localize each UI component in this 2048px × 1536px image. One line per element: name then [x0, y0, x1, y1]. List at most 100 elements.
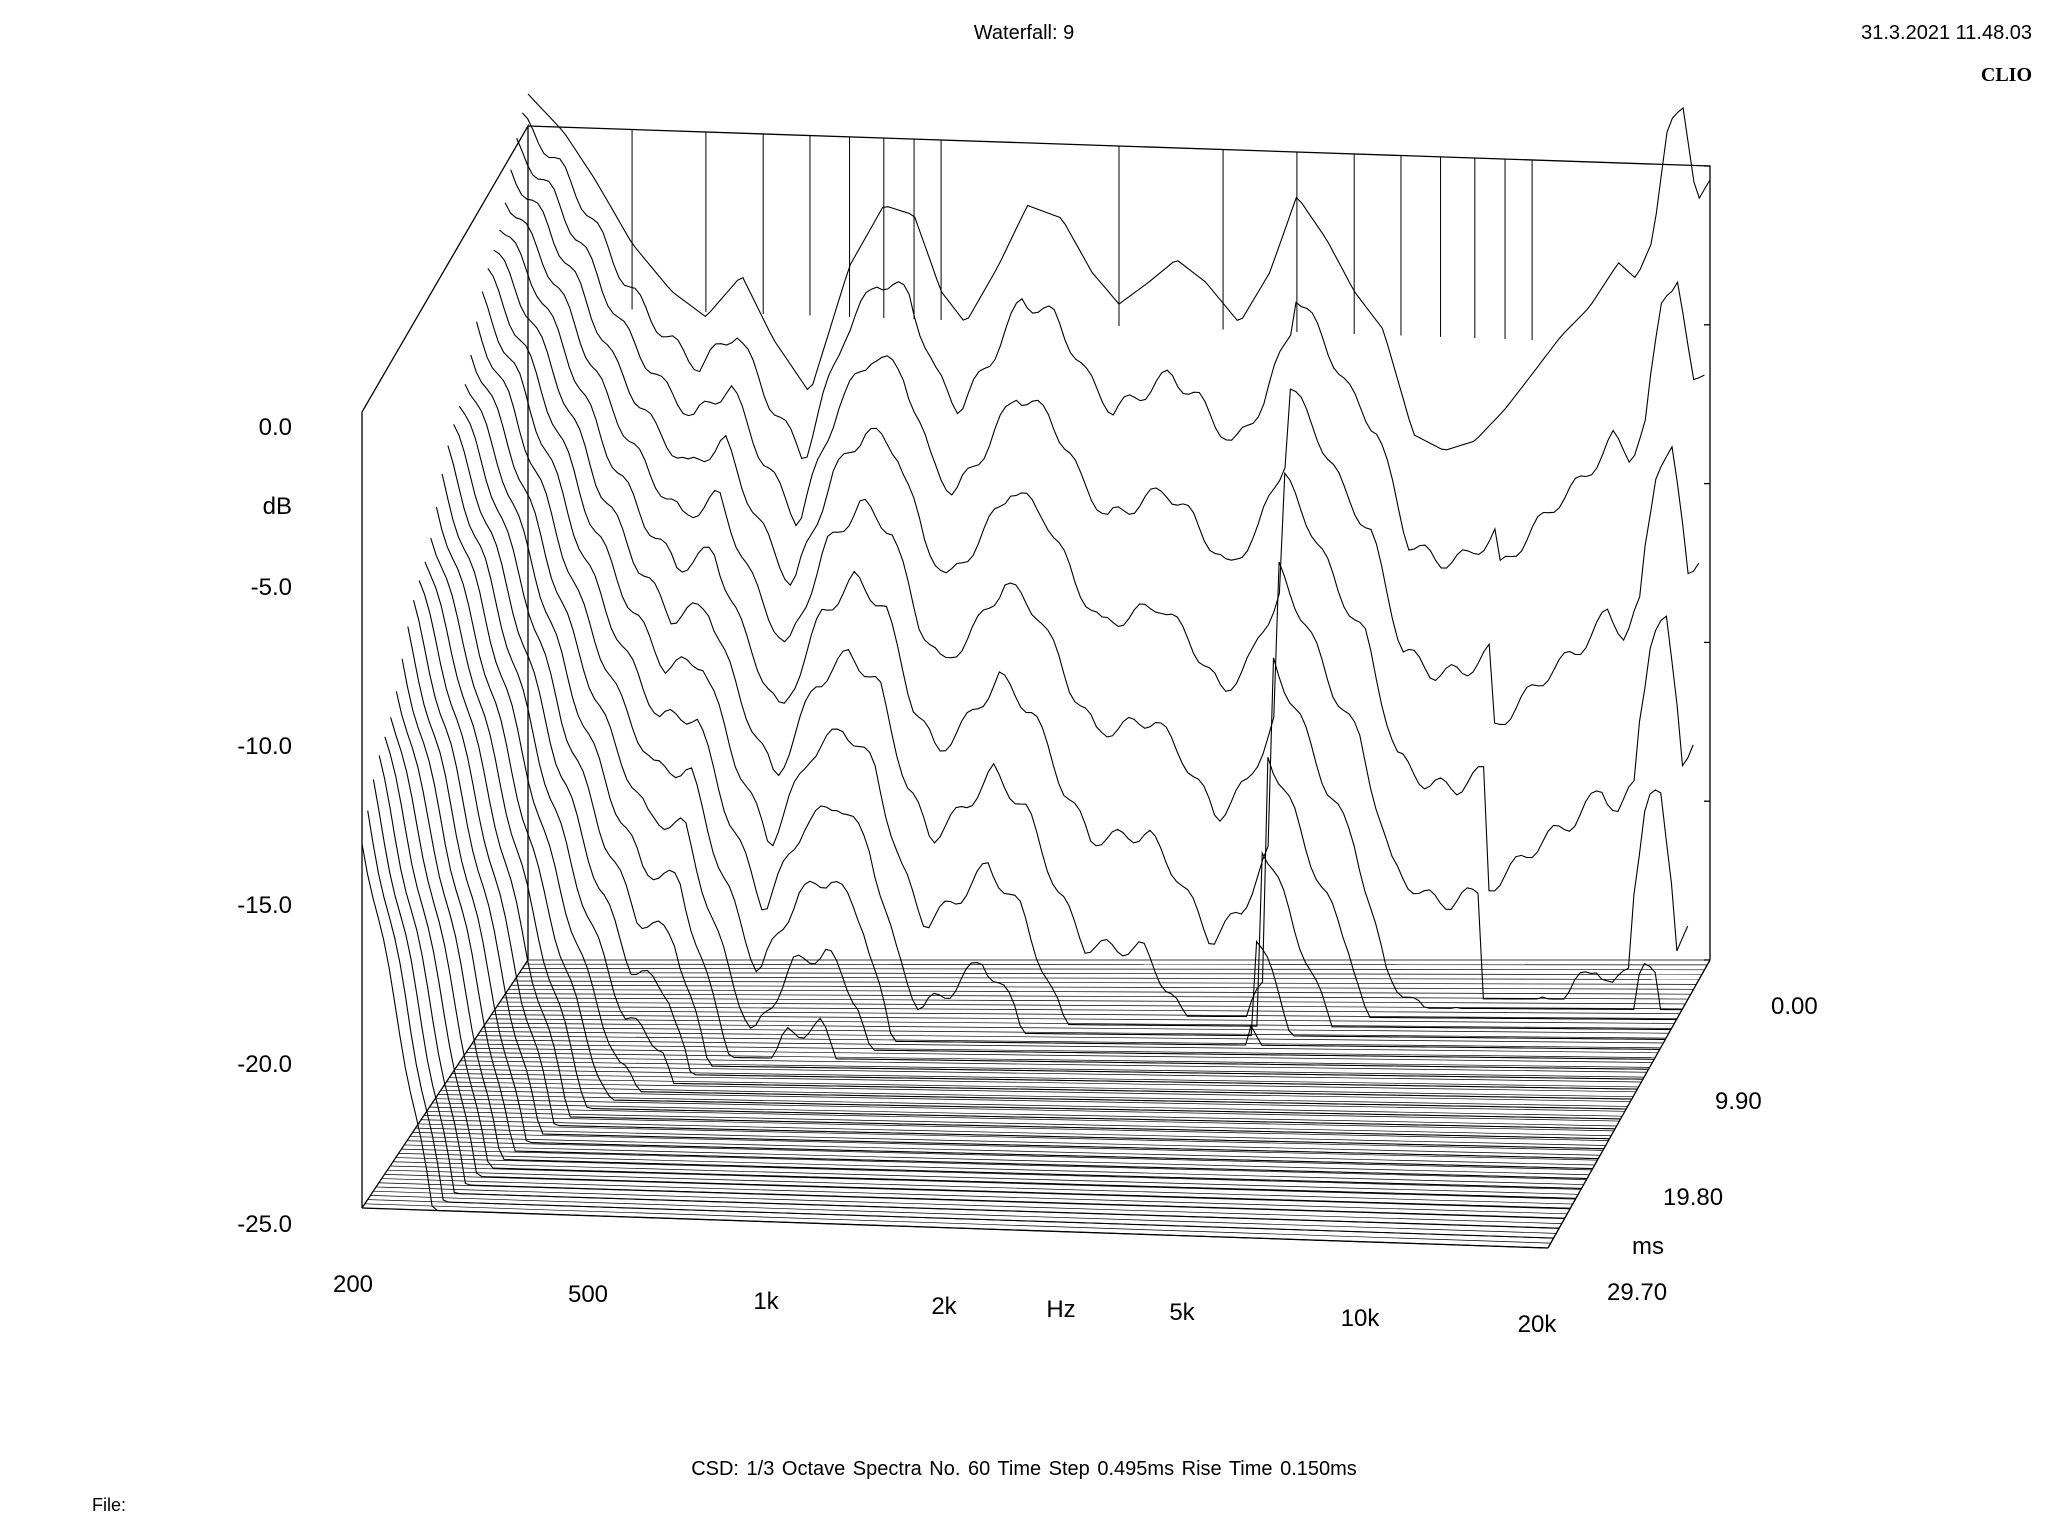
floor-slice-17: [480, 1031, 1664, 1044]
floor-slice-19: [474, 1039, 1658, 1054]
floor-slice-31: [440, 1089, 1625, 1112]
spectrum-trace-4: [504, 202, 1689, 1000]
spectrum-trace-25: [384, 736, 1571, 1209]
floor-slice-36: [426, 1110, 1612, 1137]
y-tick-label-0: 0.0: [259, 414, 292, 441]
floor-slice-27: [452, 1073, 1636, 1093]
x-tick-label-2: 1k: [753, 1288, 779, 1315]
floor-slice-50: [387, 1169, 1573, 1205]
z-tick-label-3: 29.70: [1607, 1279, 1667, 1306]
floor-slice-7: [508, 989, 1691, 995]
floor-slice-24: [460, 1060, 1645, 1078]
timestamp: 31.3.2021 11.48.03: [1861, 22, 2032, 44]
floor-slice-11: [497, 1005, 1680, 1015]
floor-slice-34: [432, 1102, 1617, 1127]
floor-slice-45: [401, 1148, 1587, 1181]
spectrum-trace-20: [412, 599, 1599, 1160]
floor-slice-1: [525, 963, 1708, 966]
floor-slice-41: [412, 1131, 1598, 1161]
floor-slice-40: [415, 1127, 1601, 1156]
brand-logo: CLIO: [1980, 64, 2032, 86]
spectrum-trace-21: [407, 626, 1593, 1170]
floor-slice-49: [390, 1165, 1576, 1200]
x-tick-label-5: 10k: [1341, 1305, 1381, 1332]
floor-slice-30: [443, 1085, 1628, 1107]
floor-slice-35: [429, 1106, 1614, 1132]
floor-slice-12: [494, 1010, 1678, 1019]
floor-slice-23: [463, 1056, 1647, 1073]
right-floor-edge: [1547, 959, 1711, 1249]
spectrum-trace-28: [367, 810, 1554, 1239]
floor-slice-9: [502, 997, 1686, 1005]
floor-slice-43: [407, 1140, 1592, 1171]
y-axis-label: dB: [263, 493, 292, 520]
z-tick-label-1: 9.90: [1715, 1088, 1762, 1115]
floor-slice-26: [454, 1068, 1639, 1088]
floor-grid: [361, 959, 1710, 1249]
spectrum-trace-29: [361, 843, 1549, 1249]
spectrum-trace-3: [510, 169, 1694, 892]
floor-slice-4: [516, 976, 1700, 980]
axis-labels: 0.0 -5.0 -10.0 -15.0 -20.0 -25.0 dB 200 500 1k 2k 5…: [237, 414, 1817, 1338]
floor-slice-47: [395, 1157, 1581, 1190]
floor-slice-20: [471, 1043, 1656, 1058]
spectrum-trace-0: [527, 93, 1711, 451]
floor-slice-38: [421, 1119, 1606, 1146]
spectrum-trace-8: [481, 291, 1666, 1040]
floor-slice-58: [364, 1203, 1551, 1244]
spectra-traces: [361, 93, 1711, 1249]
floor-slice-8: [505, 993, 1689, 1000]
x-axis-label: Hz: [1046, 1296, 1075, 1323]
y-tick-label-1: -5.0: [251, 574, 292, 601]
x-tick-label-0: 200: [333, 1271, 373, 1298]
spectrum-trace-1: [521, 112, 1705, 569]
spectrum-trace-18: [424, 561, 1610, 1140]
floor-slice-2: [522, 968, 1705, 971]
floor-slice-42: [409, 1136, 1595, 1166]
floor-slice-56: [370, 1195, 1557, 1234]
spectrum-trace-5: [499, 229, 1683, 1011]
floor-slice-16: [482, 1026, 1667, 1039]
spectrum-trace-22: [401, 658, 1588, 1180]
floor-slice-21: [468, 1047, 1653, 1063]
floor-slice-3: [519, 972, 1702, 975]
x-tick-label-6: 20k: [1518, 1311, 1558, 1338]
file-label: File:: [92, 1495, 127, 1515]
z-tick-label-2: 19.80: [1663, 1184, 1723, 1211]
floor-slice-51: [384, 1174, 1570, 1210]
x-tick-label-1: 500: [568, 1281, 608, 1308]
floor-slice-14: [488, 1018, 1672, 1029]
spectrum-trace-9: [475, 321, 1660, 1050]
x-tick-label-3: 2k: [931, 1293, 957, 1320]
spectrum-trace-16: [435, 506, 1621, 1120]
y-tick-label-3: -15.0: [237, 892, 292, 919]
spectrum-trace-26: [378, 755, 1565, 1219]
floor-slice-15: [485, 1022, 1669, 1034]
floor-slice-46: [398, 1153, 1584, 1185]
floor-slice-33: [435, 1098, 1620, 1122]
spectrum-trace-23: [395, 691, 1582, 1189]
chart-title: Waterfall: 9: [973, 22, 1075, 44]
floor-slice-44: [404, 1144, 1590, 1176]
spectrum-trace-24: [390, 717, 1576, 1199]
y-tick-label-5: -25.0: [237, 1211, 292, 1238]
floor-slice-5: [513, 980, 1697, 985]
spectrum-trace-15: [441, 473, 1627, 1110]
floor-slice-54: [376, 1186, 1562, 1224]
spectrum-trace-11: [464, 384, 1649, 1070]
floor-slice-28: [449, 1077, 1634, 1098]
z-tick-label-0: 0.00: [1771, 993, 1818, 1020]
spectrum-trace-6: [493, 249, 1677, 1021]
floor-slice-39: [418, 1123, 1603, 1151]
y-tick-label-2: -10.0: [237, 733, 292, 760]
floor-slice-13: [491, 1014, 1675, 1024]
spectrum-trace-17: [430, 537, 1616, 1130]
spectrum-trace-10: [470, 354, 1655, 1060]
spectrum-trace-13: [453, 424, 1638, 1090]
floor-slice-32: [437, 1094, 1623, 1117]
floor-slice-18: [477, 1035, 1661, 1049]
floor-slice-37: [423, 1115, 1609, 1141]
floor-slice-6: [511, 984, 1694, 990]
spectrum-trace-27: [372, 779, 1560, 1229]
